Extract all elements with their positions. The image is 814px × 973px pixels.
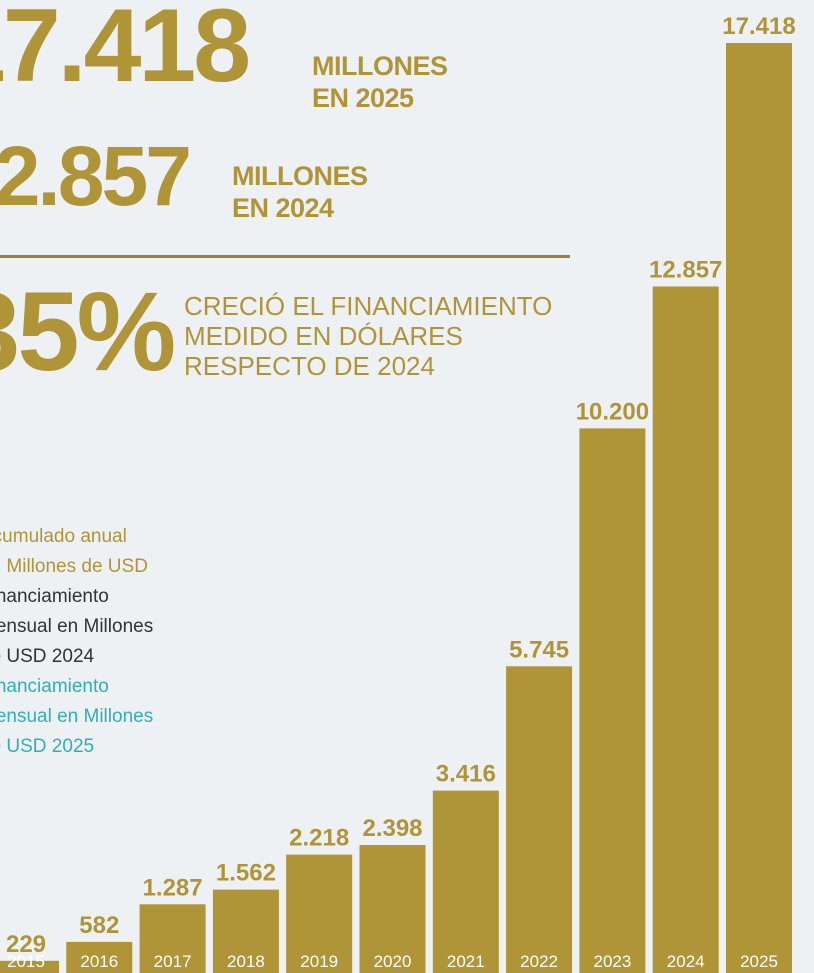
headline-unit-2025-line1: MILLONES [312, 51, 448, 81]
year-label-2024: 2024 [667, 952, 705, 971]
data-label-2021: 3.416 [436, 761, 496, 788]
data-label-2020: 2.398 [362, 815, 422, 842]
year-label-2023: 2023 [593, 952, 631, 971]
data-label-2023: 10.200 [576, 398, 649, 425]
percent-value: 35% [0, 269, 176, 394]
year-label-2015: 2015 [7, 952, 45, 971]
data-label-2017: 1.287 [143, 874, 203, 901]
bar-2020 [359, 845, 426, 973]
data-label-2018: 1.562 [216, 860, 276, 887]
bar-2016 [66, 941, 133, 973]
bar-2023 [579, 428, 646, 973]
legend-teal-line1: Financiamiento [0, 676, 109, 697]
bar-2021 [432, 790, 499, 973]
year-label-2020: 2020 [374, 952, 412, 971]
legend: Acumulado anual en Millones de USD Finan… [0, 522, 153, 762]
legend-gold-line2: en Millones de USD [0, 556, 148, 577]
data-label-2015: 229 [6, 931, 46, 958]
data-label-2019: 2.218 [289, 825, 349, 852]
year-label-2017: 2017 [154, 952, 192, 971]
year-label-2018: 2018 [227, 952, 265, 971]
legend-dark-line1: Financiamiento [0, 586, 109, 607]
bar-2022 [506, 666, 573, 973]
year-label-2022: 2022 [520, 952, 558, 971]
data-label-2016: 582 [79, 912, 119, 939]
bar-2017 [139, 904, 206, 973]
legend-dark-line3: de USD 2024 [0, 646, 95, 667]
year-label-2019: 2019 [300, 952, 338, 971]
year-label-2016: 2016 [80, 952, 118, 971]
year-label-2025: 2025 [740, 952, 778, 971]
data-label-2025: 17.418 [722, 13, 795, 40]
headline-unit-2024-line1: MILLONES [232, 161, 368, 191]
headline-divider [0, 255, 570, 258]
headline-value-2024: 12.857 [0, 129, 192, 223]
bar-2018 [212, 889, 279, 973]
percent-text-line3: RESPECTO DE 2024 [184, 351, 435, 381]
bar-2024 [652, 286, 719, 973]
percent-text-line1: CRECIÓ EL FINANCIAMIENTO [184, 291, 553, 321]
legend-teal-line3: de USD 2025 [0, 736, 95, 757]
legend-dark-line2: mensual en Millones [0, 616, 154, 637]
legend-teal-line2: mensual en Millones [0, 706, 154, 727]
bar-2025 [726, 43, 792, 973]
data-label-2022: 5.745 [509, 636, 569, 663]
bar-2015 [0, 960, 59, 973]
bar-2019 [286, 854, 353, 973]
headline-value-2025: 17.418 [0, 0, 251, 104]
data-label-2024: 12.857 [649, 257, 722, 284]
headline-unit-2024-line2: EN 2024 [232, 193, 334, 223]
percent-text-line2: MEDIDO EN DÓLARES [184, 321, 463, 351]
year-label-2021: 2021 [447, 952, 485, 971]
legend-gold-line1: Acumulado anual [0, 526, 127, 547]
headline-unit-2025-line2: EN 2025 [312, 83, 414, 113]
